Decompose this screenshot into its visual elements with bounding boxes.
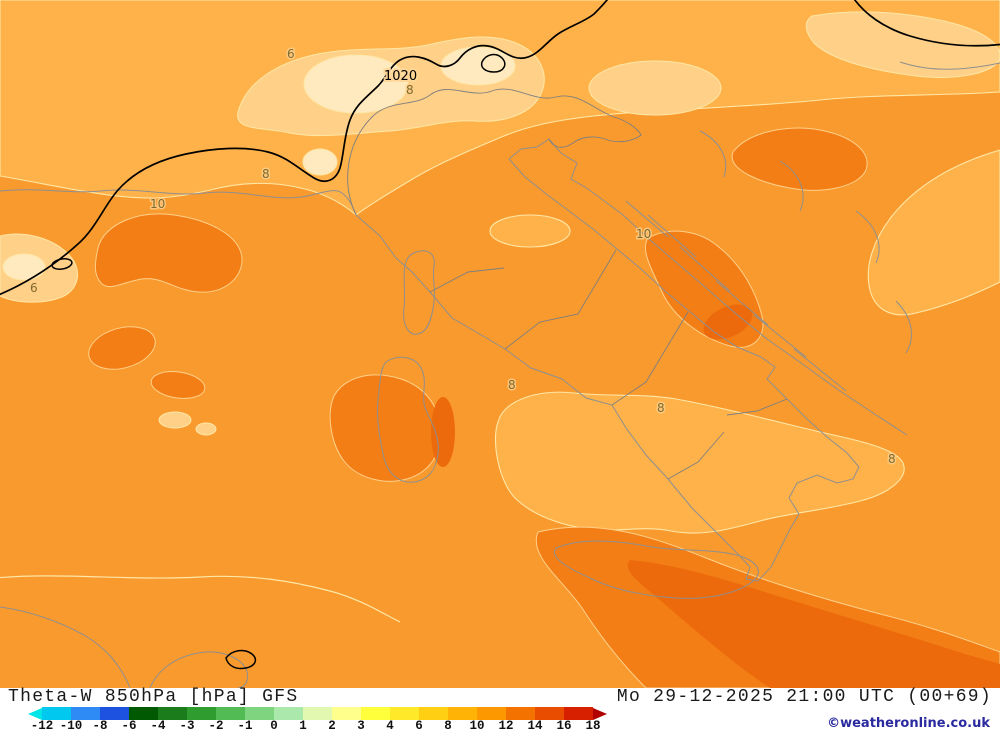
footer-titles: Theta-W 850hPa [hPa] GFS Mo 29-12-2025 2…: [0, 687, 1000, 707]
scale-segment: [42, 707, 71, 720]
color-scale-bar: [42, 707, 593, 720]
scale-tick-label: 0: [270, 719, 278, 733]
map-datetime: Mo 29-12-2025 21:00 UTC (00+69): [616, 687, 992, 707]
scale-tick-label: 16: [556, 719, 572, 733]
scale-tick-label: 14: [527, 719, 543, 733]
scale-segment: [303, 707, 332, 720]
scale-segment: [448, 707, 477, 720]
scale-tick-label: 10: [469, 719, 485, 733]
scale-segment: [274, 707, 303, 720]
contour-label: 8: [406, 83, 414, 97]
scale-segment: [419, 707, 448, 720]
scale-tick-label: -8: [92, 719, 108, 733]
contour-label: 8: [888, 452, 896, 466]
scale-segment: [477, 707, 506, 720]
contour-label: 6: [287, 47, 295, 61]
color-scale: [28, 707, 607, 720]
legend-footer: Theta-W 850hPa [hPa] GFS Mo 29-12-2025 2…: [0, 687, 1000, 733]
color-scale-ticks: -12 -10 -8 -6 -4 -3 -2 -1 0 1 2 3 4 6 8 10 12 14 16 18: [31, 719, 662, 733]
scale-segment: [71, 707, 100, 720]
coastlines: [0, 61, 1000, 688]
scale-segment: [216, 707, 245, 720]
scale-segment: [332, 707, 361, 720]
scale-segment: [187, 707, 216, 720]
contour-label: 8: [508, 378, 516, 392]
scale-tick-label: -12: [30, 719, 54, 733]
scale-segment: [535, 707, 564, 720]
scale-segment: [390, 707, 419, 720]
scale-tick-label: 6: [415, 719, 423, 733]
map-labels: 6 8 8 10 6 10 8 8 8 1020: [29, 46, 898, 468]
scale-segment: [506, 707, 535, 720]
contour-label: 8: [657, 401, 665, 415]
scale-segment: [129, 707, 158, 720]
theta-contour-lines: [0, 575, 401, 623]
contour-label: 10: [636, 227, 651, 241]
scale-arrow-right: [593, 707, 607, 720]
map-title: Theta-W 850hPa [hPa] GFS: [8, 687, 299, 707]
dark-theta-patches: [88, 127, 1000, 688]
scale-tick-label: 2: [328, 719, 336, 733]
weather-map: 6 8 8 10 6 10 8 8 8 1020: [0, 0, 1000, 688]
scale-tick-label: 8: [444, 719, 452, 733]
scale-segment: [245, 707, 274, 720]
scale-tick-label: 4: [386, 719, 394, 733]
scale-tick-label: -4: [150, 719, 166, 733]
isobar-label: 1020: [384, 69, 417, 84]
map-canvas: 6 8 8 10 6 10 8 8 8 1020: [0, 0, 1000, 688]
scale-tick-label: -10: [59, 719, 83, 733]
contour-label: 8: [262, 167, 270, 181]
scale-tick-label: -1: [237, 719, 253, 733]
scale-tick-label: 1: [299, 719, 307, 733]
contour-label: 6: [30, 281, 38, 295]
scale-tick-label: 18: [585, 719, 601, 733]
scale-tick-label: 3: [357, 719, 365, 733]
contour-label: 10: [150, 197, 165, 211]
scale-tick-label: -2: [208, 719, 224, 733]
scale-tick-label: 12: [498, 719, 514, 733]
scale-segment: [361, 707, 390, 720]
copyright: ©weatheronline.co.uk: [827, 716, 990, 731]
scale-tick-label: -6: [121, 719, 137, 733]
scale-segment: [158, 707, 187, 720]
scale-segment: [100, 707, 129, 720]
scale-tick-label: -3: [179, 719, 195, 733]
isobar-lines: [0, 0, 1000, 670]
scale-segment: [564, 707, 593, 720]
scale-arrow-left: [28, 707, 42, 720]
light-theta-regions: [0, 0, 1000, 534]
